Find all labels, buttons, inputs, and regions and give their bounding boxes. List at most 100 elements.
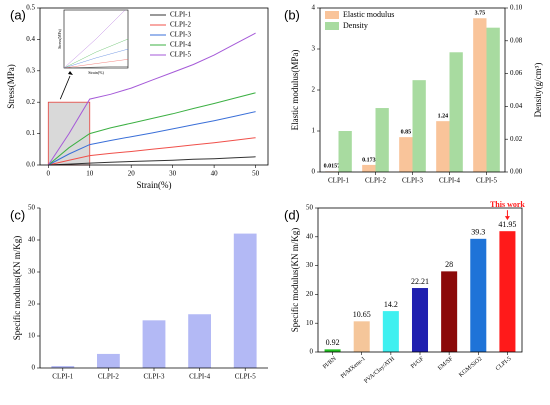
inset-line	[64, 59, 128, 68]
inset-lines	[64, 10, 128, 68]
y-tick-label: 0.4	[26, 35, 35, 43]
value-label: 0.92	[326, 338, 340, 347]
value-label: 39.3	[471, 228, 485, 237]
y-tick-label: 0.2	[26, 98, 35, 106]
x-tick-label: 50	[252, 170, 260, 178]
y-tick-label: 20	[28, 300, 36, 308]
y-tick-label: 20	[306, 290, 314, 298]
y-axis-label: Specific modulus(KN m/Kg)	[12, 236, 22, 340]
x-tick-label: CLPI-4	[189, 373, 211, 381]
x-tick-label: PVA/Clay/ATH	[363, 356, 396, 385]
y-tick-label: 50	[28, 204, 36, 212]
y-tick-label: 2	[312, 86, 316, 94]
value-label: 10.65	[353, 310, 371, 319]
bar	[412, 80, 426, 172]
bar	[473, 18, 487, 172]
x-tick-label: CLPI-5	[495, 356, 513, 372]
zoom-arrow-head	[68, 71, 73, 75]
y-tick-label: 0.02	[510, 135, 523, 143]
x-tick-label: PI/GF	[410, 356, 426, 370]
legend-label: Elastic modulus	[343, 10, 394, 19]
bar	[436, 121, 450, 172]
bar	[449, 52, 463, 172]
x-tick-label: PI/MXene-1	[340, 356, 367, 380]
legend-label: CLPI-1	[170, 11, 192, 19]
x-tick-label: CLPI-3	[144, 373, 166, 381]
x-tick-label: EM/SF	[437, 356, 455, 372]
bar	[362, 164, 376, 172]
x-tick-label: 10	[86, 170, 94, 178]
y-tick-label: 30	[28, 268, 36, 276]
value-label: 0.173	[362, 157, 376, 163]
legend-label: CLPI-5	[170, 51, 192, 59]
inset-line	[64, 66, 128, 68]
x-tick-label: 30	[169, 170, 177, 178]
y-tick-label: 0.3	[26, 66, 35, 74]
y-tick-label: 30	[306, 261, 314, 269]
y-tick-label: 10	[28, 332, 36, 340]
inset-y-label: Stress(MPa)	[57, 28, 62, 48]
y-tick-label: 1	[312, 127, 316, 135]
y-axis-label: Elastic modulus(MPa)	[290, 50, 300, 131]
bar	[470, 238, 487, 352]
y-tick-label: 0.00	[510, 168, 523, 176]
inset-x-label: Strain(%)	[88, 70, 104, 75]
value-label: 0.0157	[324, 164, 341, 170]
value-label: 22.21	[411, 277, 429, 286]
annotation: This work	[490, 200, 525, 209]
y-axis-label: Density(g/cm³)	[533, 63, 543, 118]
panel-label: (c)	[10, 207, 25, 222]
bar	[375, 108, 389, 172]
y-tick-label: 0.0	[26, 161, 35, 169]
inset-line	[64, 38, 128, 68]
bar	[51, 366, 75, 368]
bar	[338, 131, 352, 172]
x-tick-label: 0	[47, 170, 51, 178]
value-label: 0.85	[401, 130, 412, 136]
x-tick-label: CLPI-2	[98, 373, 120, 381]
y-tick-label: 0.10	[510, 4, 523, 12]
line	[48, 137, 256, 166]
bar	[353, 321, 370, 352]
bar	[324, 349, 341, 352]
legend-label: Density	[343, 21, 368, 30]
bar	[188, 314, 211, 368]
line	[47, 32, 256, 166]
bar	[399, 137, 413, 172]
bar	[486, 27, 500, 173]
panel-label: (d)	[284, 207, 300, 222]
plot-frame	[317, 207, 523, 353]
value-label: 41.95	[498, 220, 516, 229]
inset-line	[64, 10, 126, 68]
bar	[441, 271, 458, 352]
y-tick-label: 4	[312, 4, 316, 12]
y-tick-label: 40	[306, 232, 314, 240]
y-tick-label: 40	[28, 236, 36, 244]
line	[47, 92, 256, 166]
annotation-arrow-head	[504, 216, 510, 221]
value-label: 28	[445, 260, 453, 269]
bar	[411, 288, 429, 352]
bar	[499, 231, 516, 352]
legend-swatch	[325, 11, 339, 19]
legend-label: CLPI-4	[170, 41, 192, 49]
x-tick-label: CLPI-1	[328, 177, 350, 185]
bar	[142, 320, 166, 368]
y-tick-label: 0.04	[510, 102, 523, 110]
legend-label: CLPI-2	[170, 21, 192, 29]
y-axis-label: Stress(MPa)	[6, 64, 16, 109]
y-tick-label: 0.5	[26, 4, 35, 12]
x-tick-label: CLPI-1	[52, 373, 74, 381]
zoom-arrow	[59, 75, 71, 100]
x-tick-label: PI/BN	[322, 356, 338, 371]
x-tick-label: KGM/SiO2	[458, 356, 483, 379]
x-tick-label: CLPI-3	[402, 177, 424, 185]
legend-label: CLPI-3	[170, 31, 192, 39]
x-axis-label: Strain(%)	[137, 180, 172, 190]
inset-line	[64, 48, 128, 68]
panel-label: (b)	[284, 7, 300, 22]
bar	[233, 233, 257, 368]
value-label: 1.24	[438, 114, 449, 120]
